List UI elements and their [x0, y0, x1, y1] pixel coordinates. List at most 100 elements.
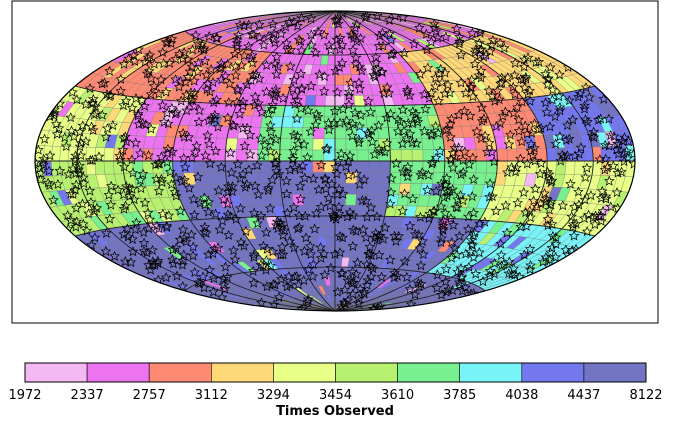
- sky-cell: [564, 160, 576, 175]
- sky-cell: [183, 137, 197, 150]
- sky-cell: [193, 160, 205, 174]
- sky-cell: [313, 193, 325, 206]
- sky-cell: [329, 276, 336, 286]
- sky-cell: [281, 116, 294, 128]
- sky-cell: [246, 172, 260, 184]
- colorbar-title: Times Observed: [276, 404, 394, 419]
- sky-cell: [279, 149, 292, 162]
- sky-cell: [388, 127, 401, 139]
- sky-cell: [312, 127, 325, 140]
- sky-cell: [225, 137, 238, 150]
- sky-cell: [545, 147, 557, 162]
- sky-cell: [376, 194, 389, 206]
- sky-cell: [400, 149, 413, 162]
- colorbar-swatch: [211, 362, 274, 383]
- sky-cell: [367, 171, 380, 184]
- sky-cell: [302, 193, 315, 206]
- sky-cell: [400, 171, 413, 184]
- sky-cell: [214, 172, 228, 185]
- colorbar-tick-label: 3610: [381, 388, 414, 403]
- sky-cell: [345, 160, 358, 173]
- sky-cell: [325, 236, 336, 248]
- sky-cell: [162, 160, 174, 174]
- sky-cell: [304, 95, 317, 107]
- sky-cell: [279, 138, 292, 151]
- sky-cell: [225, 172, 238, 185]
- colorbar-tick-label: 2337: [71, 388, 104, 403]
- colorbar-tick-label: 4437: [567, 388, 600, 403]
- sky-cell: [356, 138, 369, 151]
- sky-cell: [356, 149, 369, 162]
- sky-cell: [59, 146, 70, 162]
- sky-cell: [377, 127, 390, 139]
- sky-cell: [411, 160, 424, 173]
- sky-cell: [214, 149, 226, 162]
- sky-cell: [302, 116, 315, 129]
- colorbar-swatch: [397, 362, 461, 383]
- sky-cell: [377, 183, 390, 195]
- sky-cell: [328, 266, 336, 277]
- sky-cell: [356, 160, 369, 173]
- colorbar-swatch: [521, 362, 585, 383]
- sky-cell: [313, 116, 325, 129]
- sky-cell: [378, 149, 391, 162]
- sky-cell: [475, 160, 488, 174]
- sky-cell: [334, 138, 347, 151]
- sky-cell: [432, 137, 445, 150]
- sky-cell: [312, 149, 325, 162]
- colorbar-tick-label: 2757: [133, 388, 166, 403]
- sky-cell: [506, 148, 518, 162]
- sky-map-chart: [11, 0, 659, 324]
- colorbar-tick-label: 3294: [257, 388, 290, 403]
- colorbar-swatch: [583, 362, 647, 383]
- colorbar-swatch: [24, 362, 88, 383]
- colorbar-tick-label: 1972: [8, 388, 41, 403]
- colorbar-swatch: [148, 362, 212, 383]
- sky-cell: [257, 171, 270, 184]
- sky-cell: [345, 193, 357, 206]
- sky-cell: [214, 137, 228, 150]
- sky-cell: [496, 148, 508, 162]
- sky-cell: [582, 146, 594, 162]
- sky-cell: [582, 160, 594, 176]
- sky-cell: [334, 257, 343, 268]
- sky-cell: [103, 160, 115, 175]
- colorbar: 1972 2337 2757 3112 3294 3454 3610 3785 4038 4437…: [8, 362, 663, 419]
- sky-cell: [367, 160, 380, 173]
- sky-cell: [315, 226, 327, 238]
- sky-cell: [324, 105, 336, 118]
- sky-cell: [625, 160, 635, 177]
- sky-cell: [409, 183, 422, 196]
- sky-cell: [325, 226, 336, 238]
- sky-cell: [334, 193, 346, 206]
- sky-cell: [421, 137, 434, 150]
- sky-cell: [314, 215, 326, 227]
- sky-cell: [365, 194, 378, 206]
- sky-cell: [526, 160, 538, 174]
- sky-cell: [353, 95, 366, 107]
- sky-cell: [366, 182, 379, 195]
- sky-cell: [327, 54, 336, 65]
- sky-cell: [314, 95, 326, 107]
- colorbar-swatch: [335, 362, 398, 383]
- sky-cell: [411, 149, 424, 162]
- sky-cell: [327, 257, 336, 268]
- sky-cell: [573, 160, 585, 175]
- sky-cell: [246, 138, 260, 150]
- sky-cell: [463, 137, 477, 150]
- colorbar-swatch: [273, 362, 336, 383]
- sky-cell: [279, 160, 292, 173]
- sky-cell: [388, 183, 401, 195]
- colorbar-tick-label: 8122: [629, 388, 662, 403]
- sky-cell: [204, 172, 217, 185]
- colorbar-swatch: [86, 362, 150, 383]
- colorbar-swatch: [459, 362, 523, 383]
- colorbar-tick-label: 3112: [195, 388, 228, 403]
- sky-cell: [324, 95, 336, 107]
- colorbar-tick-label: 4038: [505, 388, 538, 403]
- sky-cell: [334, 127, 347, 140]
- sky-cell: [378, 160, 391, 173]
- sky-cell: [103, 147, 115, 162]
- sky-cell: [94, 160, 106, 175]
- colorbar-tick-label: 3454: [319, 388, 352, 403]
